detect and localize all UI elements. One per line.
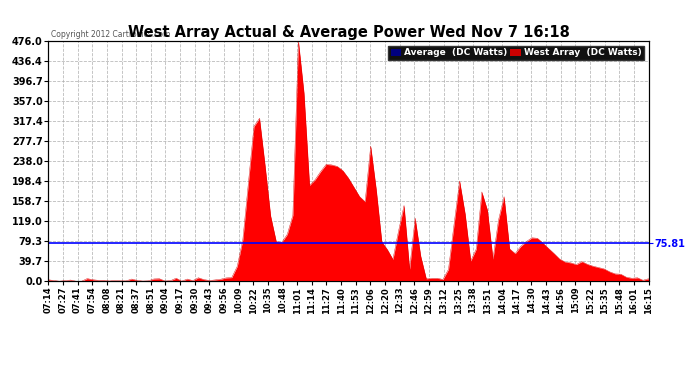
Title: West Array Actual & Average Power Wed Nov 7 16:18: West Array Actual & Average Power Wed No… [128, 25, 569, 40]
Legend: Average  (DC Watts), West Array  (DC Watts): Average (DC Watts), West Array (DC Watts… [388, 46, 644, 60]
Text: Copyright 2012 Cartronics.com: Copyright 2012 Cartronics.com [51, 30, 170, 39]
